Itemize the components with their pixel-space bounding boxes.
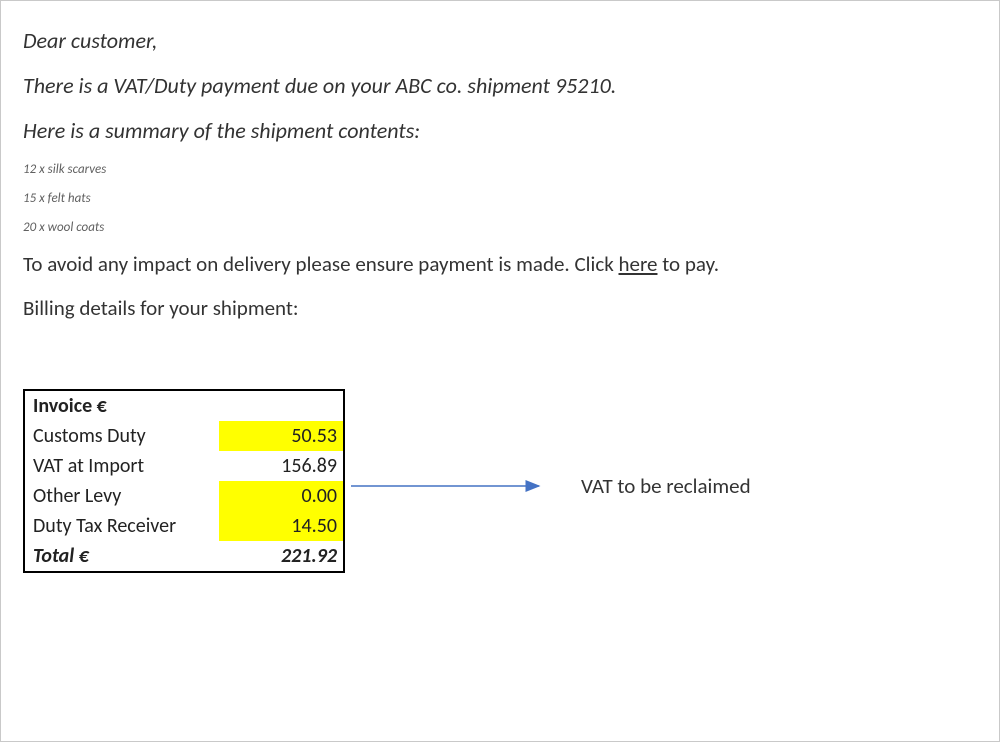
table-row: VAT at Import 156.89: [24, 451, 344, 481]
vat-annotation: VAT to be reclaimed: [351, 471, 751, 501]
invoice-total-value: 221.92: [219, 541, 344, 572]
arrow-right-icon: [351, 471, 551, 501]
invoice-table: Invoice € Customs Duty 50.53 VAT at Impo…: [23, 389, 345, 573]
intro-line-2: Here is a summary of the shipment conten…: [23, 117, 977, 144]
invoice-value: 50.53: [219, 421, 344, 451]
invoice-header: Invoice €: [24, 390, 344, 421]
shipment-item: 20 x wool coats: [23, 220, 977, 235]
table-row: Other Levy 0.00: [24, 481, 344, 511]
invoice-label: Duty Tax Receiver: [24, 511, 219, 541]
table-row: Invoice €: [24, 390, 344, 421]
invoice-label: VAT at Import: [24, 451, 219, 481]
table-row: Duty Tax Receiver 14.50: [24, 511, 344, 541]
shipment-item: 15 x felt hats: [23, 191, 977, 206]
invoice-label: Customs Duty: [24, 421, 219, 451]
shipment-item: 12 x silk scarves: [23, 162, 977, 177]
invoice-label: Other Levy: [24, 481, 219, 511]
invoice-value: 0.00: [219, 481, 344, 511]
invoice-value: 14.50: [219, 511, 344, 541]
annotation-text: VAT to be reclaimed: [581, 473, 751, 499]
table-row: Customs Duty 50.53: [24, 421, 344, 451]
invoice-value: 156.89: [219, 451, 344, 481]
intro-line-1: There is a VAT/Duty payment due on your …: [23, 72, 977, 99]
cta-suffix: to pay.: [657, 251, 719, 277]
pay-link[interactable]: here: [619, 251, 658, 277]
invoice-total-label: Total €: [24, 541, 219, 572]
invoice-table-wrap: Invoice € Customs Duty 50.53 VAT at Impo…: [23, 389, 345, 573]
greeting: Dear customer,: [23, 27, 977, 54]
shipment-items: 12 x silk scarves 15 x felt hats 20 x wo…: [23, 162, 977, 235]
cta-line: To avoid any impact on delivery please e…: [23, 251, 977, 277]
document-page: Dear customer, There is a VAT/Duty payme…: [0, 0, 1000, 742]
billing-heading: Billing details for your shipment:: [23, 295, 977, 321]
table-row-total: Total € 221.92: [24, 541, 344, 572]
cta-prefix: To avoid any impact on delivery please e…: [23, 251, 619, 277]
